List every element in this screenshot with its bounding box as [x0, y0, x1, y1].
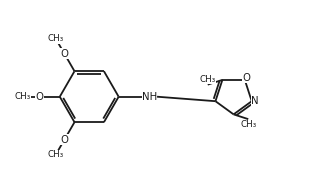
Text: O: O	[60, 135, 69, 145]
Text: O: O	[242, 73, 250, 83]
Text: CH₃: CH₃	[48, 34, 64, 43]
Text: CH₃: CH₃	[48, 150, 64, 159]
Text: CH₃: CH₃	[240, 120, 256, 129]
Text: CH₃: CH₃	[14, 92, 30, 101]
Text: N: N	[251, 96, 259, 106]
Text: CH₃: CH₃	[200, 75, 216, 84]
Text: O: O	[36, 92, 44, 102]
Text: O: O	[60, 49, 69, 59]
Text: NH: NH	[141, 92, 157, 102]
